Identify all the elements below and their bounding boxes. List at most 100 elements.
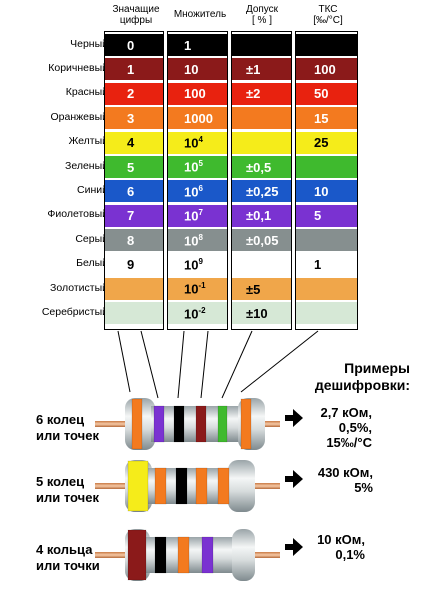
mult-base: 10 [184,208,199,224]
digit-value: 2 [127,86,135,102]
mult-value: 10-1 [184,281,206,296]
color-band [127,529,147,581]
tks-value: 50 [314,86,329,102]
digit-cell: 8 [105,229,163,252]
connector-line [117,330,131,393]
color-label: Фиолетовый [47,208,108,221]
tks-column: 100 50 15 25 10 5 1 [295,31,358,330]
mult-cell: 100 [168,82,227,105]
header-digits: Значащие цифры [112,4,160,26]
mult-exponent: 9 [198,256,203,266]
digit-cell: 0 [105,34,163,56]
mult-value: 105 [184,159,203,174]
digit-cell: 2 [105,82,163,105]
digit-cell: 9 [105,253,163,276]
tol-value: ±0,25 [246,183,279,199]
mult-base: 10 [184,232,199,248]
digit-cell: 7 [105,204,163,227]
connector-line [240,330,319,393]
tol-value: ±5 [246,281,261,297]
color-band [195,405,207,443]
tks-value: 1 [314,257,322,273]
digit-cell: 5 [105,156,163,178]
mult-cell: 10-2 [168,302,227,325]
color-band [154,467,167,505]
color-label: Синий [77,183,108,196]
color-label: Серебристый [41,305,108,318]
tol-cell: ±2 [232,82,291,105]
color-label: Золотистый [50,281,108,294]
tol-value: ±2 [246,86,261,102]
mult-base: 10 [184,281,199,297]
mult-value: 104 [184,135,203,150]
resistor-cap [232,529,255,581]
tolerance-column: ±1 ±2 ±0,5 ±0,25 ±0,1 ±0,05 ±5 ±10 [231,31,292,330]
mult-cell: 108 [168,229,227,252]
color-label: Коричневый [48,61,108,74]
mult-exponent: 8 [198,232,203,242]
color-band [201,536,214,574]
mult-exponent: 6 [198,183,203,193]
digit-cell: 4 [105,131,163,154]
digit-value: 5 [127,159,135,175]
digit-value: 1 [127,61,135,77]
tks-cell: 10 [296,180,357,203]
mult-base: 10 [184,184,199,200]
mult-cell: 109 [168,253,227,276]
header-tolerance: Допуск [ % ] [245,4,279,26]
resistor-lead [245,483,280,489]
mult-base: 10 [184,159,199,175]
tol-value: ±0,05 [246,232,279,248]
mult-exponent: -1 [198,281,206,291]
resistor-lead [95,483,135,489]
mult-value: 108 [184,233,203,248]
mult-cell: 10 [168,58,227,81]
resistor-4-label: 4 кольца или точки [36,542,100,573]
color-label: Белый [76,257,108,270]
mult-value: 100 [184,86,206,102]
digit-cell [105,302,163,325]
mult-base: 10 [184,135,199,151]
color-band [217,467,230,505]
mult-exponent: 4 [198,134,203,144]
mult-cell: 107 [168,204,227,227]
mult-cell: 1000 [168,107,227,130]
mult-cell: 106 [168,180,227,203]
tks-cell: 50 [296,82,357,105]
digit-value: 7 [127,208,135,224]
tol-value: ±0,1 [246,208,272,224]
mult-cell: 104 [168,131,227,154]
mult-value: 106 [184,184,203,199]
arrow-icon [285,538,303,556]
tks-cell: 15 [296,107,357,130]
tol-value: ±0,5 [246,159,272,175]
tol-cell [232,131,291,154]
arrow-icon [285,409,303,427]
tks-cell [296,229,357,252]
mult-base: 10 [184,306,199,322]
example-5-result: 430 кОм, 5% [317,465,373,495]
tks-value: 25 [314,135,329,151]
digit-value: 3 [127,110,135,126]
connector-line [177,330,185,399]
digit-cell: 3 [105,107,163,130]
tol-cell [232,34,291,56]
tks-cell [296,278,357,300]
color-band [131,398,143,450]
tol-cell [232,107,291,130]
resistor-5-label: 5 колец или точек [36,474,99,505]
tks-value: 10 [314,183,329,199]
mult-exponent: 5 [198,159,203,169]
digits-column: 0 1 2 3 4 5 6 7 8 9 [104,31,164,330]
tol-cell [232,253,291,276]
digit-cell [105,278,163,300]
arrow-icon [285,470,303,488]
tks-value: 5 [314,208,322,224]
color-band [173,405,185,443]
tol-cell: ±0,25 [232,180,291,203]
digit-value: 6 [127,183,135,199]
color-label: Красный [65,86,108,99]
color-label: Черный [70,37,108,50]
digit-value: 9 [127,257,135,273]
